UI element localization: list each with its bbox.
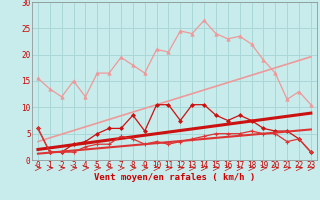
X-axis label: Vent moyen/en rafales ( km/h ): Vent moyen/en rafales ( km/h ) (94, 173, 255, 182)
